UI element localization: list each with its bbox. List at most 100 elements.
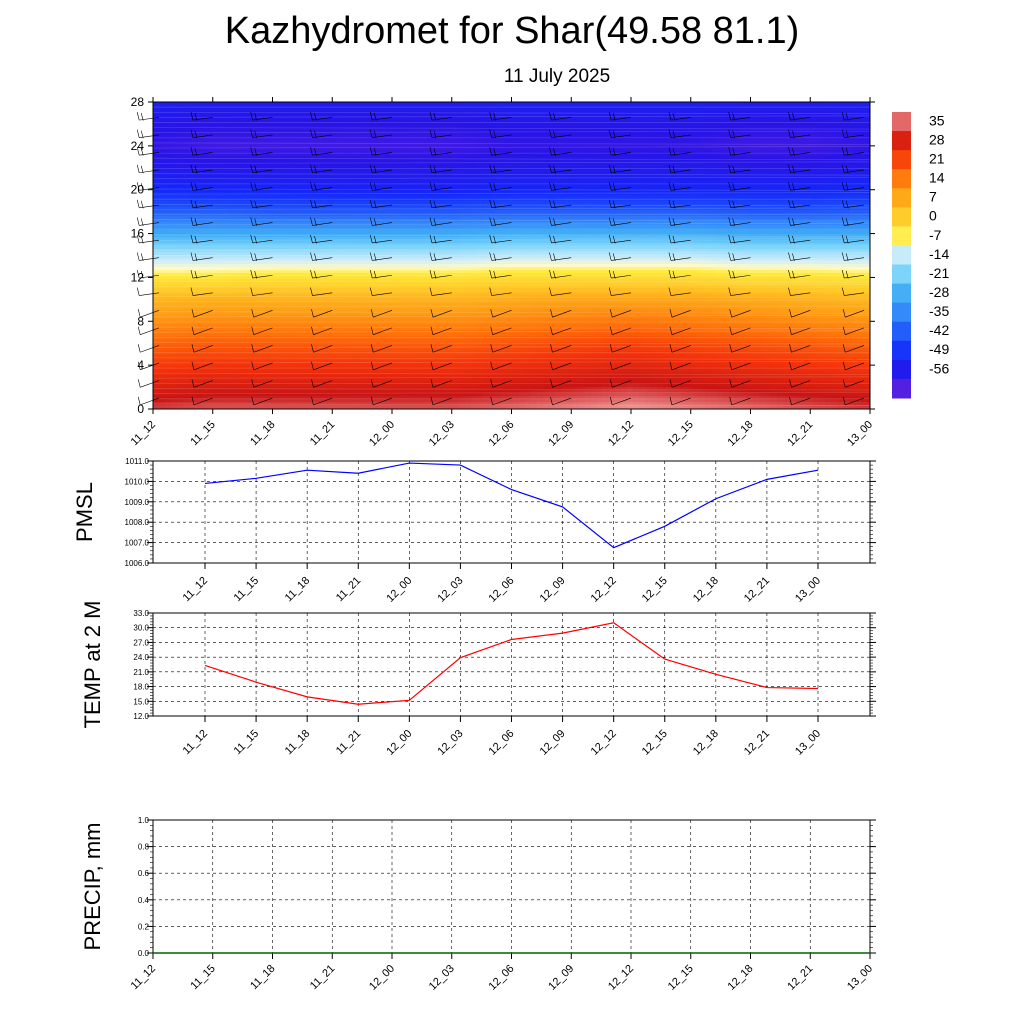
- heatmap-cell: [417, 117, 424, 121]
- heatmap-cell: [225, 225, 232, 229]
- heatmap-cell: [765, 210, 772, 214]
- heatmap-cell: [321, 165, 328, 169]
- heatmap-cell: [747, 117, 754, 121]
- heatmap-cell: [411, 207, 418, 211]
- heatmap-cell: [297, 117, 304, 121]
- heatmap-cell: [789, 222, 796, 226]
- heatmap-cell: [585, 168, 592, 172]
- heatmap-cell: [657, 150, 664, 154]
- heatmap-cell: [189, 177, 196, 181]
- heatmap-cell: [585, 102, 592, 106]
- heatmap-cell: [177, 123, 184, 127]
- heatmap-cell: [777, 105, 784, 109]
- heatmap-cell: [459, 183, 466, 187]
- heatmap-cell: [273, 135, 280, 139]
- heatmap-cell: [165, 123, 172, 127]
- heatmap-cell: [207, 114, 214, 118]
- heatmap-cell: [393, 168, 400, 172]
- heatmap-cell: [171, 207, 178, 211]
- heatmap-cell: [441, 216, 448, 220]
- heatmap-cell: [165, 219, 172, 223]
- heatmap-cell: [471, 168, 478, 172]
- heatmap-cell: [429, 177, 436, 181]
- heatmap-cell: [195, 180, 202, 184]
- heatmap-cell: [459, 126, 466, 130]
- heatmap-cell: [531, 210, 538, 214]
- heatmap-cell: [171, 192, 178, 196]
- heatmap-cell: [519, 111, 526, 115]
- heatmap-cell: [435, 108, 442, 112]
- heatmap-cell: [657, 207, 664, 211]
- heatmap-cell: [477, 189, 484, 193]
- heatmap-cell: [315, 105, 322, 109]
- heatmap-cell: [387, 141, 394, 145]
- heatmap-cell: [249, 195, 256, 199]
- heatmap-cell: [771, 132, 778, 136]
- heatmap-cell: [765, 165, 772, 169]
- heatmap-cell: [489, 207, 496, 211]
- heatmap-cell: [573, 213, 580, 217]
- heatmap-cell: [453, 138, 460, 142]
- heatmap-cell: [771, 156, 778, 160]
- heatmap-cell: [855, 129, 862, 133]
- heatmap-cell: [603, 150, 610, 154]
- heatmap-cell: [459, 189, 466, 193]
- heatmap-cell: [483, 186, 490, 190]
- heatmap-cell: [507, 171, 514, 175]
- heatmap-cell: [171, 117, 178, 121]
- heatmap-cell: [645, 102, 652, 106]
- heatmap-cell: [573, 207, 580, 211]
- heatmap-cell: [711, 219, 718, 223]
- heatmap-cell: [327, 102, 334, 106]
- heatmap-cell: [801, 102, 808, 106]
- heatmap-cell: [843, 132, 850, 136]
- heatmap-cell: [663, 147, 670, 151]
- heatmap-cell: [267, 168, 274, 172]
- heatmap-cell: [273, 105, 280, 109]
- heatmap-cell: [495, 210, 502, 214]
- heatmap-cell: [225, 216, 232, 220]
- heatmap-cell: [771, 213, 778, 217]
- heatmap-cell: [351, 153, 358, 157]
- heatmap-cell: [567, 111, 574, 115]
- heatmap-cell: [165, 204, 172, 208]
- heatmap-cell: [597, 180, 604, 184]
- heatmap-cell: [417, 168, 424, 172]
- heatmap-cell: [621, 153, 628, 157]
- heatmap-cell: [345, 201, 352, 205]
- heatmap-cell: [549, 159, 556, 163]
- heatmap-cell: [249, 108, 256, 112]
- heatmap-cell: [363, 216, 370, 220]
- heatmap-cell: [477, 114, 484, 118]
- heatmap-cell: [261, 168, 268, 172]
- heatmap-cell: [759, 195, 766, 199]
- heatmap-cell: [603, 162, 610, 166]
- heatmap-cell: [339, 144, 346, 148]
- heatmap-cell: [177, 213, 184, 217]
- heatmap-cell: [195, 177, 202, 181]
- heatmap-cell: [867, 132, 871, 136]
- heatmap-cell: [327, 120, 334, 124]
- heatmap-cell: [375, 201, 382, 205]
- heatmap-cell: [165, 213, 172, 217]
- heatmap-cell: [489, 105, 496, 109]
- heatmap-cell: [657, 156, 664, 160]
- heatmap-cell: [219, 177, 226, 181]
- heatmap-cell: [621, 216, 628, 220]
- heatmap-cell: [243, 177, 250, 181]
- heatmap-cell: [477, 222, 484, 226]
- heatmap-cell: [819, 171, 826, 175]
- heatmap-cell: [843, 180, 850, 184]
- heatmap-cell: [171, 135, 178, 139]
- heatmap-cell: [297, 120, 304, 124]
- heatmap-cell: [597, 135, 604, 139]
- heatmap-cell: [609, 153, 616, 157]
- heatmap-cell: [807, 120, 814, 124]
- heatmap-cell: [753, 114, 760, 118]
- heatmap-cell: [663, 114, 670, 118]
- heatmap-cell: [345, 180, 352, 184]
- heatmap-cell: [333, 171, 340, 175]
- heatmap-cell: [525, 114, 532, 118]
- heatmap-cell: [681, 174, 688, 178]
- heatmap-cell: [609, 120, 616, 124]
